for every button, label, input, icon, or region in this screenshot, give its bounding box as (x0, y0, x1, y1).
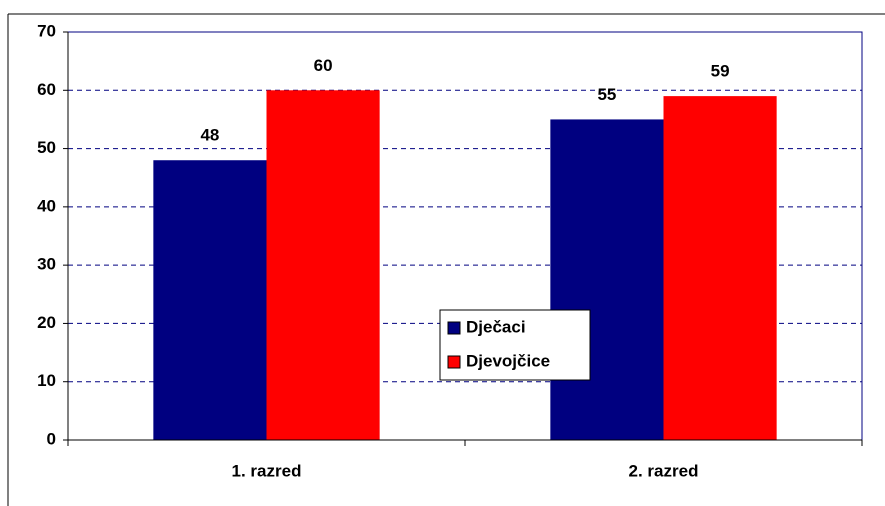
legend-label: Djevojčice (466, 351, 550, 370)
y-tick-label: 50 (37, 138, 56, 157)
data-label: 48 (200, 126, 219, 145)
legend-swatch (447, 355, 461, 369)
data-label: 60 (314, 56, 333, 75)
y-tick-label: 0 (47, 429, 56, 448)
bar (550, 119, 664, 440)
bar (153, 160, 267, 440)
y-tick-label: 20 (37, 313, 56, 332)
y-tick-label: 10 (37, 371, 56, 390)
bar (663, 96, 777, 440)
data-label: 59 (711, 62, 730, 81)
y-tick-label: 60 (37, 80, 56, 99)
y-tick-label: 30 (37, 255, 56, 274)
y-tick-label: 40 (37, 196, 56, 215)
legend-label: Dječaci (466, 317, 526, 336)
bar (266, 90, 380, 441)
y-tick-label: 70 (37, 21, 56, 40)
legend-swatch (447, 321, 461, 335)
x-tick-label: 1. razred (232, 461, 302, 480)
data-label: 55 (597, 85, 616, 104)
legend (439, 309, 591, 381)
x-tick-label: 2. razred (629, 461, 699, 480)
